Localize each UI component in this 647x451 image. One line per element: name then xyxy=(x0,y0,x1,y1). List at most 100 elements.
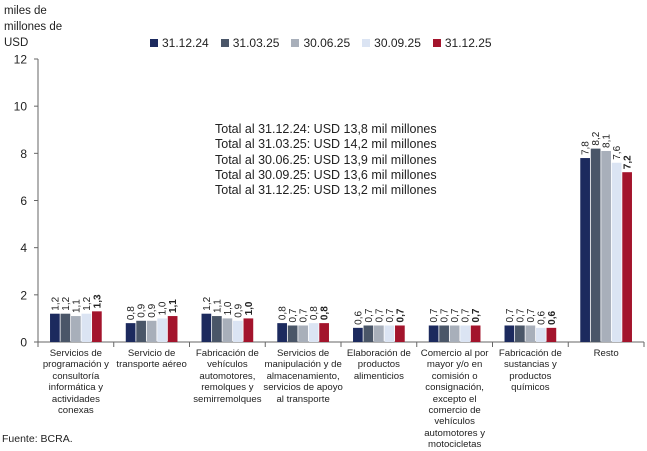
bar-c1-s4 xyxy=(81,313,92,342)
bar-c5-s4 xyxy=(384,325,395,342)
legend-label-2: 31.03.25 xyxy=(232,36,280,50)
data-label-c4-s3: 0,7 xyxy=(299,308,310,322)
source-note: Fuente: BCRA. xyxy=(2,433,73,445)
bar-c2-s3 xyxy=(146,320,157,342)
total-line-2: Total al 31.03.25: USD 14,2 mil millones xyxy=(215,137,437,152)
legend-swatch-5 xyxy=(432,39,441,47)
bar-c7-s2 xyxy=(515,325,525,342)
bar-c5-s3 xyxy=(374,325,384,342)
legend-label-3: 30.06.25 xyxy=(303,36,351,50)
data-label-c2-s2: 0,9 xyxy=(137,303,148,317)
bar-c6-s4 xyxy=(460,325,470,342)
legend: 31.12.24 31.03.25 30.06.25 30.09.25 31.1… xyxy=(150,36,504,50)
data-label-c8-s5: 7,2 xyxy=(623,155,634,169)
data-label-c7-s3: 0,7 xyxy=(526,308,537,322)
data-label-c6-s4: 0,7 xyxy=(461,308,472,322)
bar-c4-s5 xyxy=(319,323,329,342)
data-label-c3-s4: 0,9 xyxy=(233,303,244,317)
bar-c1-s1 xyxy=(50,313,60,342)
data-label-c5-s1: 0,6 xyxy=(353,311,364,325)
bar-c8-s1 xyxy=(580,158,590,342)
data-label-c3-s5: 1,0 xyxy=(244,301,255,315)
data-label-c2-s1: 0,8 xyxy=(126,306,137,320)
bar-c4-s3 xyxy=(298,325,308,342)
legend-item-3: 30.06.25 xyxy=(291,36,350,50)
data-label-c3-s2: 1,1 xyxy=(212,299,223,313)
y-tick-label-3: 4 xyxy=(20,241,27,255)
x-category-label-4: Servicios de manipulación y de almacenam… xyxy=(263,348,343,405)
bar-c5-s2 xyxy=(363,325,374,342)
x-category-label-6: Comercio al por mayor y/o en comisión o … xyxy=(420,348,489,451)
data-label-c7-s1: 0,7 xyxy=(505,308,516,322)
total-line-1: Total al 31.12.24: USD 13,8 mil millones xyxy=(215,122,437,136)
data-label-c3-s1: 1,2 xyxy=(202,296,213,310)
totals-annotation: Total al 31.12.24: USD 13,8 mil millones… xyxy=(215,122,437,198)
data-label-c8-s4: 7,6 xyxy=(612,145,623,159)
y-axis-label: miles de millones de USD xyxy=(4,5,63,49)
data-label-c3-s3: 1,0 xyxy=(223,301,234,315)
bar-c3-s4 xyxy=(233,320,243,342)
bar-c4-s1 xyxy=(277,323,287,342)
bar-c4-s4 xyxy=(308,323,319,342)
legend-swatch-1 xyxy=(150,39,158,47)
bar-c7-s1 xyxy=(504,325,515,342)
data-label-c4-s4: 0,8 xyxy=(309,306,320,320)
legend-item-4: 30.09.25 xyxy=(362,36,421,50)
bar-c7-s5 xyxy=(546,327,557,342)
bar-c1-s5 xyxy=(92,311,102,342)
bar-c8-s3 xyxy=(601,150,611,342)
data-label-c8-s3: 8,1 xyxy=(602,134,613,148)
y-tick-label-2: 2 xyxy=(20,288,27,302)
bar-c1-s3 xyxy=(71,316,81,342)
bar-c3-s5 xyxy=(243,318,254,342)
total-line-4: Total al 30.09.25: USD 13,6 mil millones xyxy=(215,167,437,182)
bar-c6-s1 xyxy=(428,325,439,342)
data-label-c1-s3: 1,1 xyxy=(71,299,82,313)
legend-label-4: 30.09.25 xyxy=(374,36,421,50)
bar-c3-s2 xyxy=(212,316,222,342)
y-tick-label-5: 8 xyxy=(20,147,27,161)
bar-c2-s4 xyxy=(157,318,167,342)
data-label-c8-s2: 8,2 xyxy=(591,131,602,145)
legend-item-1: 31.12.24 xyxy=(150,36,209,50)
x-category-label-8: Resto xyxy=(593,348,619,359)
data-label-c7-s4: 0,6 xyxy=(536,311,547,325)
x-category-label-2: Servicio de transporte aéreo xyxy=(116,348,187,371)
bar-c5-s1 xyxy=(353,327,363,342)
data-label-c5-s2: 0,7 xyxy=(364,308,375,322)
bar-c7-s3 xyxy=(525,325,536,342)
legend-label-5: 31.12.25 xyxy=(444,36,492,50)
data-label-c4-s5: 0,8 xyxy=(320,306,331,320)
bar-c6-s5 xyxy=(470,325,481,342)
bar-c2-s5 xyxy=(167,316,178,342)
data-label-c8-s1: 7,8 xyxy=(581,141,592,155)
bar-c6-s3 xyxy=(449,325,460,342)
data-label-c5-s3: 0,7 xyxy=(374,308,385,322)
data-label-c6-s5: 0,7 xyxy=(471,308,482,322)
data-label-c2-s4: 1,0 xyxy=(158,301,169,315)
y-tick-label-7: 12 xyxy=(14,53,28,67)
bar-c4-s2 xyxy=(287,325,298,342)
data-label-c5-s4: 0,7 xyxy=(385,308,396,322)
legend-swatch-3 xyxy=(291,39,300,47)
legend-item-5: 31.12.25 xyxy=(432,36,492,50)
data-label-c1-s1: 1,2 xyxy=(50,296,61,310)
data-label-c4-s1: 0,8 xyxy=(278,306,289,320)
data-label-c1-s2: 1,2 xyxy=(61,296,72,310)
data-label-c6-s2: 0,7 xyxy=(440,308,451,322)
x-category-label-7: Fabricación de sustancias y productos qu… xyxy=(498,348,562,394)
legend-item-2: 31.03.25 xyxy=(220,36,280,50)
data-label-c2-s3: 0,9 xyxy=(147,303,158,317)
bar-c2-s1 xyxy=(125,323,136,342)
bar-c1-s2 xyxy=(60,313,71,342)
legend-label-1: 31.12.24 xyxy=(162,36,209,50)
bar-c8-s4 xyxy=(611,162,622,342)
data-label-c6-s3: 0,7 xyxy=(450,308,461,322)
x-category-label-3: Fabricación de vehículos automotores, re… xyxy=(193,348,262,405)
y-tick-label-6: 10 xyxy=(14,100,28,114)
bar-c3-s1 xyxy=(201,313,212,342)
data-label-c6-s1: 0,7 xyxy=(429,308,440,322)
bar-c7-s4 xyxy=(536,327,546,342)
bar-c6-s2 xyxy=(439,325,449,342)
bar-c3-s3 xyxy=(222,318,233,342)
